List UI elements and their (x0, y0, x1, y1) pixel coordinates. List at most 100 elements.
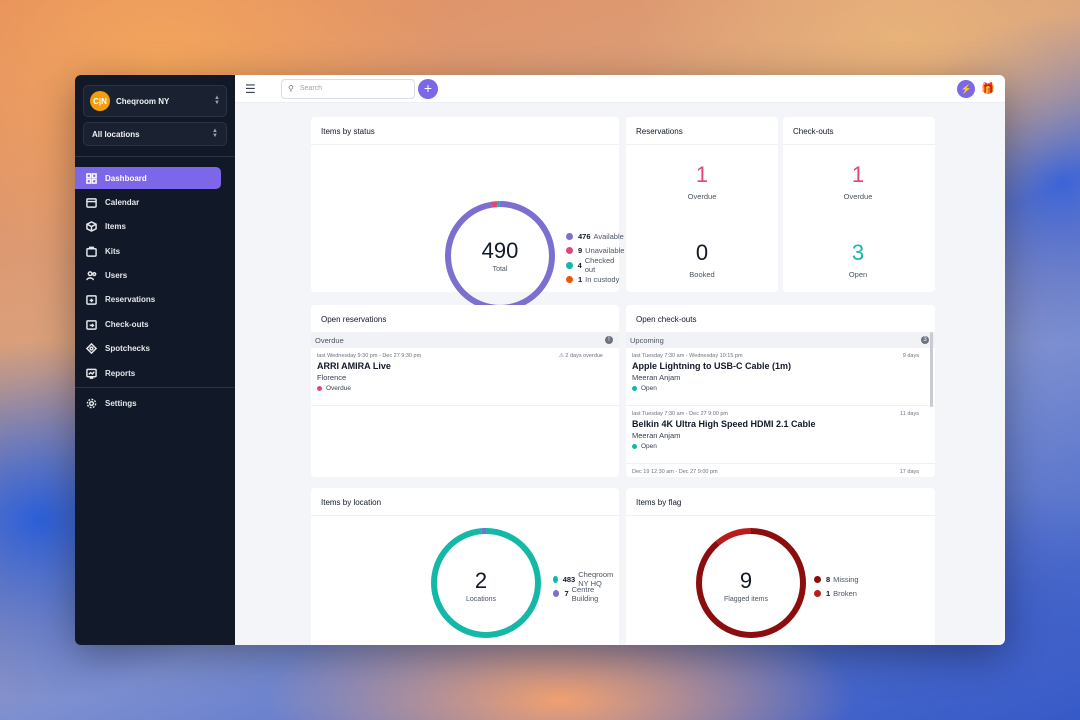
legend-dot (566, 276, 573, 284)
location-total-label: Locations (466, 596, 496, 603)
chevron-updown-icon: ▲ ▼ (214, 95, 220, 106)
calendar-icon (85, 196, 97, 208)
open-reservations-card: Open reservations Overdue ! last Wednesd… (311, 305, 619, 477)
hamburger-menu-icon[interactable]: ☰ (245, 81, 256, 96)
location-selector-value: All locations (92, 129, 140, 139)
sidebar-item-items[interactable]: Items (75, 216, 221, 238)
org-switcher[interactable]: C|N Cheqroom NY ▲ ▼ (83, 85, 227, 117)
flag-total: 9 Flagged items (696, 568, 796, 603)
legend-item[interactable]: 476 Available (566, 229, 624, 244)
checkouts-open-value: 3 (851, 240, 865, 265)
card-title: Items by status (321, 127, 375, 136)
status-donut-segment-3[interactable] (445, 201, 555, 311)
list-item[interactable]: last Tuesday 7:30 am - Dec 27 9:00 pm 11 … (626, 406, 935, 464)
scrollbar[interactable] (930, 332, 933, 407)
sidebar-item-label: Settings (105, 398, 137, 408)
location-donut-segment-1[interactable] (431, 528, 541, 638)
search-icon: ⚲ (288, 84, 294, 93)
entry-subtitle: Florence (317, 373, 347, 382)
spotcheck-icon (85, 343, 97, 355)
reservations-overdue[interactable]: 1 Overdue (662, 162, 742, 201)
sidebar-item-dashboard[interactable]: Dashboard (75, 167, 221, 189)
checkouts-overdue[interactable]: 1 Overdue (818, 162, 898, 201)
legend-label: Centre Building (571, 584, 599, 603)
count-badge: 3 (921, 336, 929, 344)
dashboard-icon (85, 172, 97, 184)
sidebar-item-reservations[interactable]: Reservations (75, 289, 221, 311)
legend-value: 1 (578, 275, 583, 285)
sidebar-item-label: Reports (105, 368, 136, 378)
legend-item[interactable]: 1 Broken (814, 587, 859, 602)
sidebar-item-users[interactable]: Users (75, 265, 221, 287)
gear-icon (85, 397, 97, 409)
list-section-header: Upcoming 3 (626, 332, 935, 348)
status-total: 490 Total (445, 238, 555, 273)
entry-duration: 11 days (900, 411, 919, 417)
sidebar-nav: Dashboard Calendar Items Kits Users Reservati… (75, 167, 235, 384)
location-total-value: 2 (474, 568, 488, 593)
lightning-icon[interactable]: ⚡ (957, 79, 976, 98)
card-title: Items by flag (636, 498, 682, 507)
flag-donut-segment-1[interactable] (696, 528, 806, 638)
main-content: ☰ ⚲ + ⚡ 🎁 Items by status 490 Total 476A… (235, 75, 1005, 645)
add-button[interactable]: + (418, 78, 438, 99)
checkouts-overdue-label: Overdue (843, 192, 873, 201)
list-section-header: Overdue ! (311, 332, 619, 348)
org-name: Cheqroom NY (116, 96, 170, 106)
legend-item[interactable]: 1 In custody (566, 273, 624, 288)
legend-item[interactable]: 9 Unavailable (566, 244, 624, 259)
legend-item[interactable]: 7 Centre Building (553, 584, 619, 603)
list-item[interactable]: last Tuesday 7:30 am - Wednesday 10:15 p… (626, 348, 935, 406)
flag-donut (696, 528, 806, 638)
checkout-icon (85, 318, 97, 330)
entry-title: Apple Lightning to USB-C Cable (1m) (632, 361, 791, 371)
sidebar-item-label: Dashboard (105, 173, 147, 183)
flag-total-label: Flagged items (724, 596, 768, 603)
checkouts-open[interactable]: 3 Open (818, 240, 898, 279)
checkouts-card: Check-outs 1 Overdue 3 Open (783, 117, 935, 292)
legend-item[interactable]: 483 Cheqroom NY HQ (553, 570, 619, 588)
sidebar-item-check-outs[interactable]: Check-outs (75, 313, 221, 335)
sidebar-item-label: Reservations (105, 295, 156, 305)
legend-dot (814, 590, 821, 598)
card-title: Check-outs (793, 127, 834, 136)
sidebar-item-label: Users (105, 271, 128, 281)
sidebar-item-calendar[interactable]: Calendar (75, 191, 221, 213)
sidebar-item-kits[interactable]: Kits (75, 240, 221, 262)
sidebar-item-label: Items (105, 222, 126, 232)
list-item[interactable]: last Wednesday 9:30 pm - Dec 27 9:30 pm ⚠… (311, 348, 619, 406)
location-total: 2 Locations (431, 568, 531, 603)
location-selector[interactable]: All locations ▲ ▼ (83, 122, 227, 146)
legend-item[interactable]: 8 Missing (814, 572, 859, 587)
entry-duration: ⚠ 2 days overdue (558, 353, 603, 359)
kit-icon (85, 245, 97, 257)
entry-time: Dec 19 12:30 am - Dec 27 9:00 pm (632, 469, 718, 475)
legend-item[interactable]: 4 Checked out (566, 256, 624, 275)
legend-value: 7 (564, 589, 569, 599)
list-item[interactable]: Dec 19 12:30 am - Dec 27 9:00 pm 17 days (626, 464, 935, 477)
sidebar-item-settings[interactable]: Settings (75, 392, 221, 414)
sidebar-item-spotchecks[interactable]: Spotchecks (75, 338, 221, 360)
status-label: Overdue (326, 385, 351, 392)
search-box[interactable]: ⚲ (281, 78, 415, 99)
legend-value: 4 (577, 260, 582, 270)
legend-dot (566, 232, 573, 240)
legend-label: Missing (833, 574, 859, 584)
status-badge: Overdue (317, 385, 613, 392)
entry-subtitle: Meeran Anjam (632, 431, 681, 440)
gift-icon[interactable]: 🎁 (981, 83, 995, 95)
sidebar-item-reports[interactable]: Reports (75, 362, 221, 384)
legend-value: 8 (826, 574, 831, 584)
legend-label: Checked out (584, 256, 615, 275)
items-by-flag-card: Items by flag 9 Flagged items 8 Missing 1 B… (626, 488, 935, 645)
open-checkouts-card: Open check-outs Upcoming 3 last Tuesday … (626, 305, 935, 477)
checkout-list: last Tuesday 7:30 am - Wednesday 10:15 p… (626, 348, 935, 477)
reservation-list: last Wednesday 9:30 pm - Dec 27 9:30 pm ⚠… (311, 348, 619, 406)
info-icon: ! (605, 336, 613, 344)
sidebar-item-label: Kits (105, 246, 121, 256)
reservations-booked[interactable]: 0 Booked (662, 240, 742, 279)
status-dot (632, 444, 637, 449)
legend-dot (814, 575, 821, 583)
reservations-overdue-value: 1 (695, 162, 709, 187)
search-input[interactable] (299, 85, 408, 92)
